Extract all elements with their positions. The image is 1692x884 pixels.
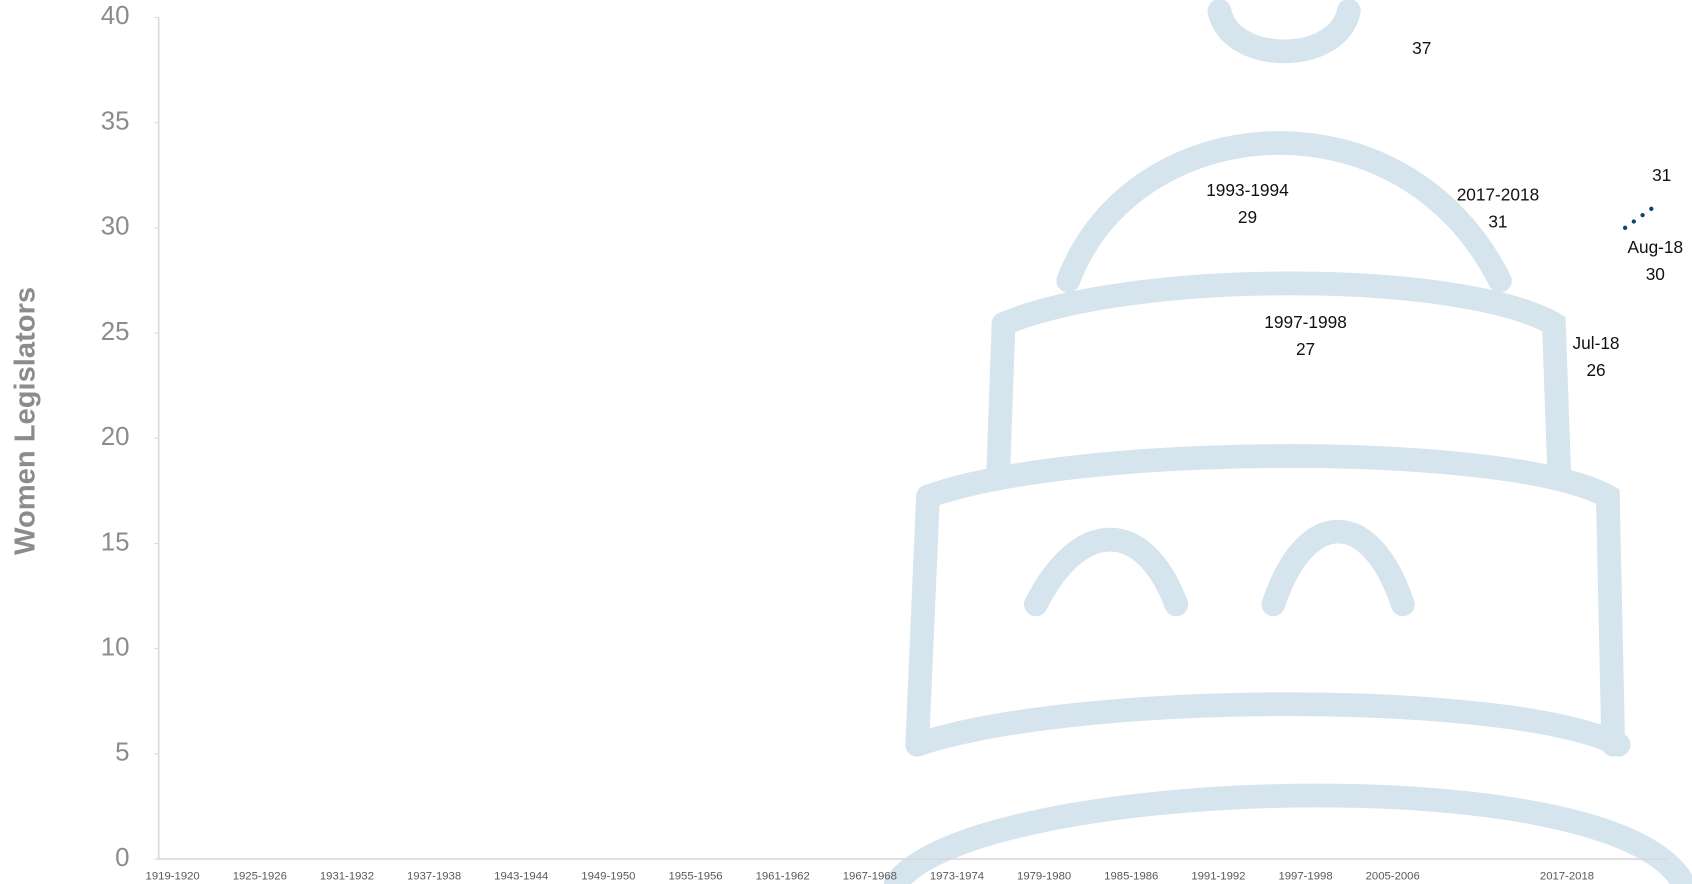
x-tick-label: 1961-1962 [756, 870, 810, 882]
annotation-label: Jul-18 [1573, 333, 1620, 353]
page: {"chart_data": { "type": "line", "y_labe… [0, 0, 1692, 884]
y-tick-label: 15 [101, 528, 130, 556]
x-tick-label: 1937-1938 [407, 870, 461, 882]
x-tick-label: 1949-1950 [581, 870, 635, 882]
x-tick-label: 1985-1986 [1104, 870, 1158, 882]
y-tick-label: 40 [101, 2, 130, 30]
annotation-label: 2017-2018 [1457, 185, 1540, 205]
capitol-watermark [896, 11, 1684, 884]
annotation-label: 1993-1994 [1206, 180, 1289, 200]
data-label: 27 [1296, 339, 1315, 359]
x-tick-label: 1925-1926 [233, 870, 287, 882]
x-tick-label: 2017-2018 [1540, 870, 1594, 882]
data-label: 30 [1646, 264, 1665, 284]
data-label: 31 [1652, 165, 1671, 185]
y-tick-label: 20 [101, 423, 130, 451]
y-tick-label: 10 [101, 633, 130, 661]
data-label: 29 [1238, 207, 1257, 227]
y-tick-label: 0 [115, 844, 129, 872]
data-label: 26 [1586, 360, 1605, 380]
data-label: 31 [1488, 212, 1507, 232]
data-line-dotted [1625, 207, 1654, 228]
x-tick-label: 1919-1920 [146, 870, 200, 882]
y-tick-label: 25 [101, 318, 130, 346]
x-tick-label: 2005-2006 [1366, 870, 1420, 882]
y-axis-title: Women Legislators [10, 287, 42, 555]
x-tick-label: 1991-1992 [1191, 870, 1245, 882]
y-tick-label: 30 [101, 213, 130, 241]
data-label: 37 [1412, 38, 1431, 58]
x-tick-label: 1979-1980 [1017, 870, 1071, 882]
x-tick-label: 1997-1998 [1278, 870, 1332, 882]
chart: Women Legislators 0 5 10 15 20 25 30 35 40 1919-1… [0, 0, 1692, 884]
x-tick-label: 1955-1956 [668, 870, 722, 882]
x-tick-label: 1967-1968 [843, 870, 897, 882]
x-tick-label: 1943-1944 [494, 870, 548, 882]
annotation-label: 1997-1998 [1264, 312, 1347, 332]
x-tick-label: 1931-1932 [320, 870, 374, 882]
y-tick-label: 35 [101, 107, 130, 135]
x-tick-label: 1973-1974 [930, 870, 984, 882]
annotation-label: Aug-18 [1627, 237, 1683, 257]
y-tick-label: 5 [115, 739, 129, 767]
